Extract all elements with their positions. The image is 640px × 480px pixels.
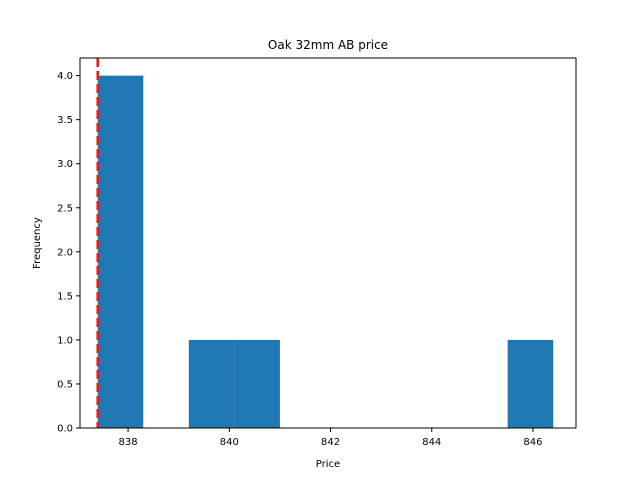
y-axis-label: Frequency [32, 217, 43, 269]
chart-title: Oak 32mm AB price [268, 38, 388, 52]
x-tick-label: 844 [422, 437, 441, 448]
x-axis-label: Price [316, 459, 340, 470]
plot-frame [79, 57, 577, 429]
x-tick-label: 838 [119, 437, 138, 448]
y-tick-label: 3.5 [57, 115, 73, 126]
y-tick-label: 2.0 [57, 247, 73, 258]
histogram-bar [234, 339, 280, 428]
x-axis-ticks: 838 840 842 844 846 [119, 428, 543, 448]
y-tick-label: 1.5 [57, 291, 73, 302]
y-axis-ticks: 0.0 0.5 1.0 1.5 2.0 2.5 3.0 3.5 4.0 [57, 71, 80, 435]
y-tick-label: 3.0 [57, 159, 73, 170]
y-tick-label: 0.5 [57, 379, 73, 390]
x-tick-label: 840 [220, 437, 239, 448]
y-tick-label: 0.0 [57, 424, 73, 435]
y-tick-label: 4.0 [57, 71, 73, 82]
y-tick-label: 2.5 [57, 203, 73, 214]
histogram-bar [97, 75, 144, 428]
y-tick-label: 1.0 [57, 335, 73, 346]
bars-group [97, 75, 554, 428]
x-tick-label: 846 [523, 437, 542, 448]
histogram-bar [188, 339, 235, 428]
x-tick-label: 842 [321, 437, 340, 448]
histogram-bar [507, 339, 554, 428]
